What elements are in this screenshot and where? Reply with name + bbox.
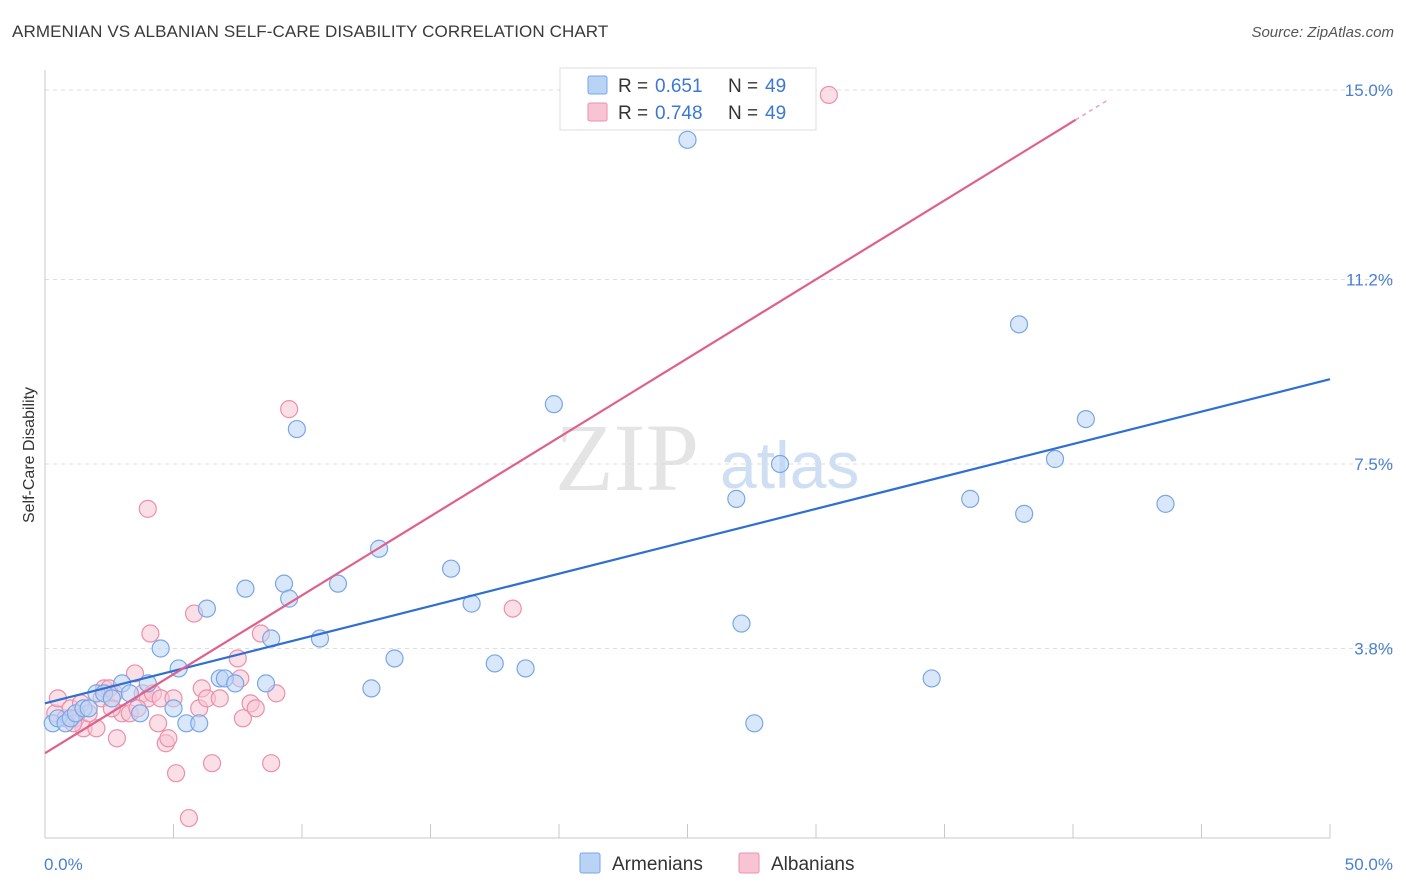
legend-r-label-2: R =	[618, 103, 648, 124]
axes	[44, 70, 1331, 839]
armenian-point-19	[197, 599, 217, 618]
y-tick-label-1: 7.5%	[1354, 455, 1393, 474]
watermark-zip: ZIP	[555, 404, 699, 511]
armenian-point-48	[1045, 449, 1065, 469]
albanian-point-16	[125, 664, 145, 683]
x-tick-label-1: 50.0%	[1345, 855, 1393, 874]
chart-title: ARMENIAN VS ALBANIAN SELF-CARE DISABILIT…	[12, 22, 609, 41]
y-tick-label-3: 15.0%	[1345, 81, 1393, 100]
series-label-albanians: Albanians	[771, 854, 854, 875]
legend: R = 0.651 N = 49 R = 0.748 N = 49	[559, 67, 817, 131]
armenian-point-43	[770, 454, 790, 474]
trend-lines	[44, 98, 1331, 755]
armenian-point-45	[961, 489, 980, 508]
albanian-point-21	[148, 714, 168, 733]
series-legend: Armenians Albanians	[579, 852, 854, 875]
armenian-point-47	[1015, 504, 1034, 523]
albanian-point-40	[262, 754, 281, 773]
armenian-point-28	[287, 419, 306, 439]
legend-r-value-2: 0.748	[655, 103, 703, 124]
y-tick-label-0: 3.8%	[1354, 639, 1393, 658]
watermark-atlas: atlas	[720, 428, 859, 502]
albanian-point-32	[202, 754, 222, 773]
albanian-point-44	[503, 599, 522, 618]
albanian-trend-line	[44, 118, 1077, 755]
legend-r-label-1: R =	[618, 76, 648, 97]
albanian-point-45	[819, 85, 838, 105]
legend-r-value-1: 0.651	[655, 76, 703, 97]
armenian-point-15	[164, 699, 183, 718]
y-tick-label-2: 11.2%	[1346, 270, 1393, 289]
armenian-point-42	[745, 714, 764, 733]
armenian-point-36	[485, 654, 504, 673]
albanian-point-27	[179, 808, 199, 828]
albanian-point-26	[166, 764, 186, 783]
armenian-point-34	[441, 559, 461, 578]
albanian-points	[46, 85, 838, 828]
legend-n-label-2: N =	[728, 103, 758, 124]
armenian-point-23	[236, 579, 255, 598]
armenian-point-44	[922, 669, 941, 688]
albanian-point-13	[107, 729, 127, 748]
armenian-point-22	[226, 674, 245, 693]
armenian-point-50	[1156, 494, 1175, 513]
legend-n-label-1: N =	[728, 76, 758, 97]
armenian-point-12	[130, 704, 150, 723]
armenian-point-14	[151, 639, 170, 658]
albanian-point-36	[233, 709, 252, 728]
armenian-point-11	[120, 684, 139, 703]
armenian-point-40	[727, 489, 746, 508]
legend-n-value-2: 49	[765, 103, 786, 124]
series-swatch-armenians	[579, 852, 601, 874]
armenian-point-49	[1076, 409, 1095, 429]
legend-swatch-albanians	[587, 102, 608, 122]
armenian-point-33	[385, 649, 404, 668]
y-axis-label: Self-Care Disability	[21, 387, 38, 523]
armenian-point-6	[79, 699, 98, 718]
series-label-armenians: Armenians	[612, 854, 703, 875]
grid-lines	[45, 89, 1395, 649]
armenian-point-30	[328, 574, 348, 593]
legend-swatch-armenians	[587, 75, 608, 95]
albanian-point-38	[246, 699, 265, 718]
tick-labels: 3.8% 7.5% 11.2% 15.0% 0.0% 50.0%	[44, 81, 1393, 874]
armenian-point-31	[362, 679, 381, 698]
x-tick-label-0: 0.0%	[44, 855, 83, 874]
armenian-trend-line	[44, 378, 1331, 705]
armenian-point-18	[190, 714, 209, 733]
armenian-point-9	[102, 689, 121, 708]
albanian-trend-extension	[1075, 98, 1110, 121]
albanian-point-42	[280, 400, 299, 419]
albanian-point-24	[159, 729, 178, 748]
armenian-point-41	[732, 614, 751, 633]
armenian-point-46	[1009, 315, 1029, 334]
series-swatch-albanians	[738, 852, 760, 874]
legend-n-value-1: 49	[765, 76, 786, 97]
armenian-point-38	[544, 395, 563, 414]
armenian-point-39	[678, 130, 697, 149]
albanian-point-33	[210, 689, 229, 708]
albanian-point-20	[141, 624, 160, 643]
albanian-point-43	[138, 499, 157, 518]
chart-source: Source: ZipAtlas.com	[1251, 24, 1394, 41]
armenian-point-37	[516, 659, 535, 678]
armenian-point-24	[256, 674, 276, 693]
